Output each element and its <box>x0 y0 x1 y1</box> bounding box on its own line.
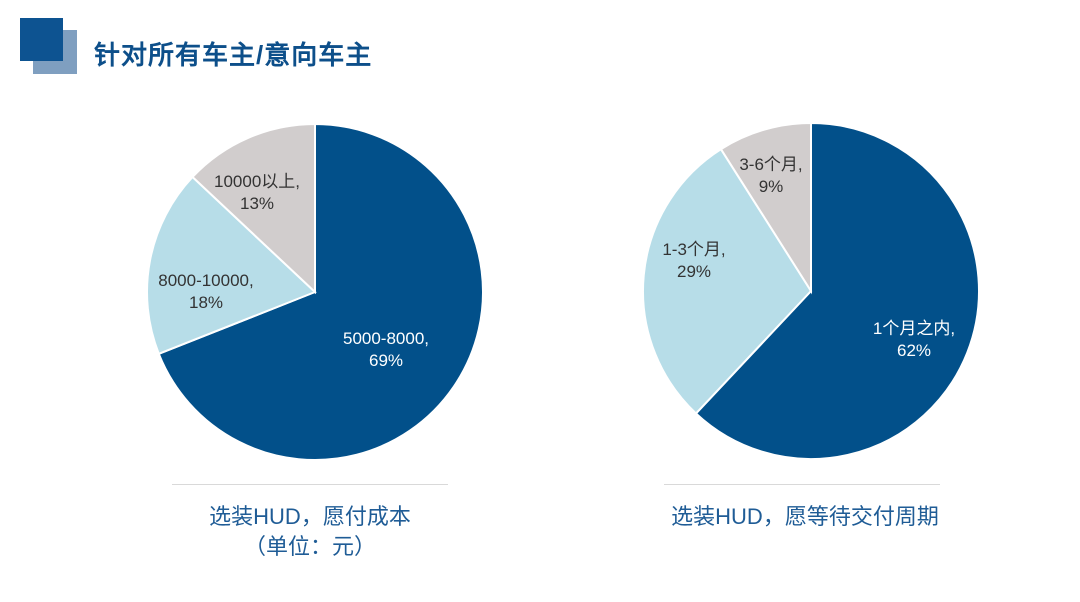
chart-caption-cost: 选装HUD，愿付成本 （单位：元） <box>160 502 460 562</box>
chart-title-delivery: 选装HUD，愿等待交付周期 <box>671 504 939 529</box>
slice-label-1-2: 3-6个月, 9% <box>739 155 802 196</box>
slice-label-0-2: 10000以上, 13% <box>214 172 300 213</box>
pie-slice-0-2 <box>191 122 316 295</box>
pie-slice-1-2 <box>719 121 812 295</box>
slice-label-1-0: 1个月之内, 62% <box>873 319 955 360</box>
slice-label-0-0: 5000-8000, 69% <box>343 329 429 370</box>
pie-slice-1-1 <box>642 147 813 415</box>
pie-slice-0-0 <box>157 122 484 461</box>
page-title: 针对所有车主/意向车主 <box>94 40 373 70</box>
slice-label-0-1: 8000-10000, 18% <box>158 271 253 312</box>
pie-slice-0-1 <box>146 175 317 356</box>
chart-subtitle-cost: （单位：元） <box>243 534 376 559</box>
pie-slice-1-0 <box>694 121 980 460</box>
chart-caption-delivery: 选装HUD，愿等待交付周期 <box>640 502 970 532</box>
slice-label-1-1: 1-3个月, 29% <box>662 240 725 281</box>
divider-right <box>664 484 940 485</box>
logo-square-front <box>20 18 63 61</box>
chart-title-cost: 选装HUD，愿付成本 <box>209 504 411 529</box>
divider-left <box>172 484 448 485</box>
